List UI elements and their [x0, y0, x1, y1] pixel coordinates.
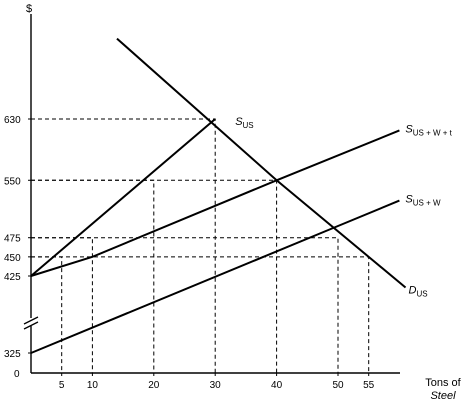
axis-break-slash-1	[23, 316, 39, 325]
curve-label-sus-w: SUS + W	[405, 194, 441, 208]
y-origin-label: 0	[14, 369, 20, 380]
reference-lines	[31, 118, 370, 373]
curve-label-sus: SUS	[235, 116, 253, 130]
y-tick-label-425: 425	[4, 272, 21, 283]
curve-labels: SUS DUS SUS + W + t SUS + W	[235, 116, 452, 298]
tick-labels: 325 425 450 475 550 630 5 10 20 30 40 50 55	[4, 115, 375, 391]
x-tick-label-5: 5	[59, 380, 65, 391]
x-tick-label-10: 10	[87, 380, 99, 391]
y-tick-label-450: 450	[4, 253, 21, 264]
y-axis-label: $	[26, 3, 32, 15]
y-tick-label-630: 630	[4, 115, 21, 126]
x-tick-label-50: 50	[332, 380, 344, 391]
curve-sus-w	[30, 199, 400, 354]
x-tick-label-55: 55	[363, 380, 375, 391]
y-tick-label-325: 325	[4, 349, 21, 360]
x-tick-label-20: 20	[148, 380, 160, 391]
ref-line-x50-y475	[31, 237, 339, 373]
x-axis-label-line-2: Steel	[430, 390, 456, 402]
x-tick-label-30: 30	[210, 380, 222, 391]
curve-sus	[30, 118, 216, 277]
x-axis-label-line-1: Tons of	[425, 377, 461, 389]
axis-break-slash-2	[23, 321, 39, 330]
curves	[30, 37, 407, 354]
ref-line-x30-y630	[31, 118, 216, 373]
curve-label-dus: DUS	[409, 284, 428, 298]
x-tick-label-40: 40	[271, 380, 283, 391]
curve-sus-w-t	[30, 129, 400, 277]
ref-line-x5-y450	[31, 256, 63, 373]
curve-dus	[116, 37, 407, 289]
ref-line-x55-y450	[31, 256, 370, 373]
y-tick-label-550: 550	[4, 176, 21, 187]
ref-line-x20-y550	[31, 179, 155, 373]
curve-label-sus-w-t: SUS + W + t	[405, 123, 452, 137]
axis-break-mark	[23, 316, 39, 330]
y-tick-label-475: 475	[4, 234, 21, 245]
axis-break-gap	[25, 318, 37, 326]
axes	[23, 14, 400, 374]
